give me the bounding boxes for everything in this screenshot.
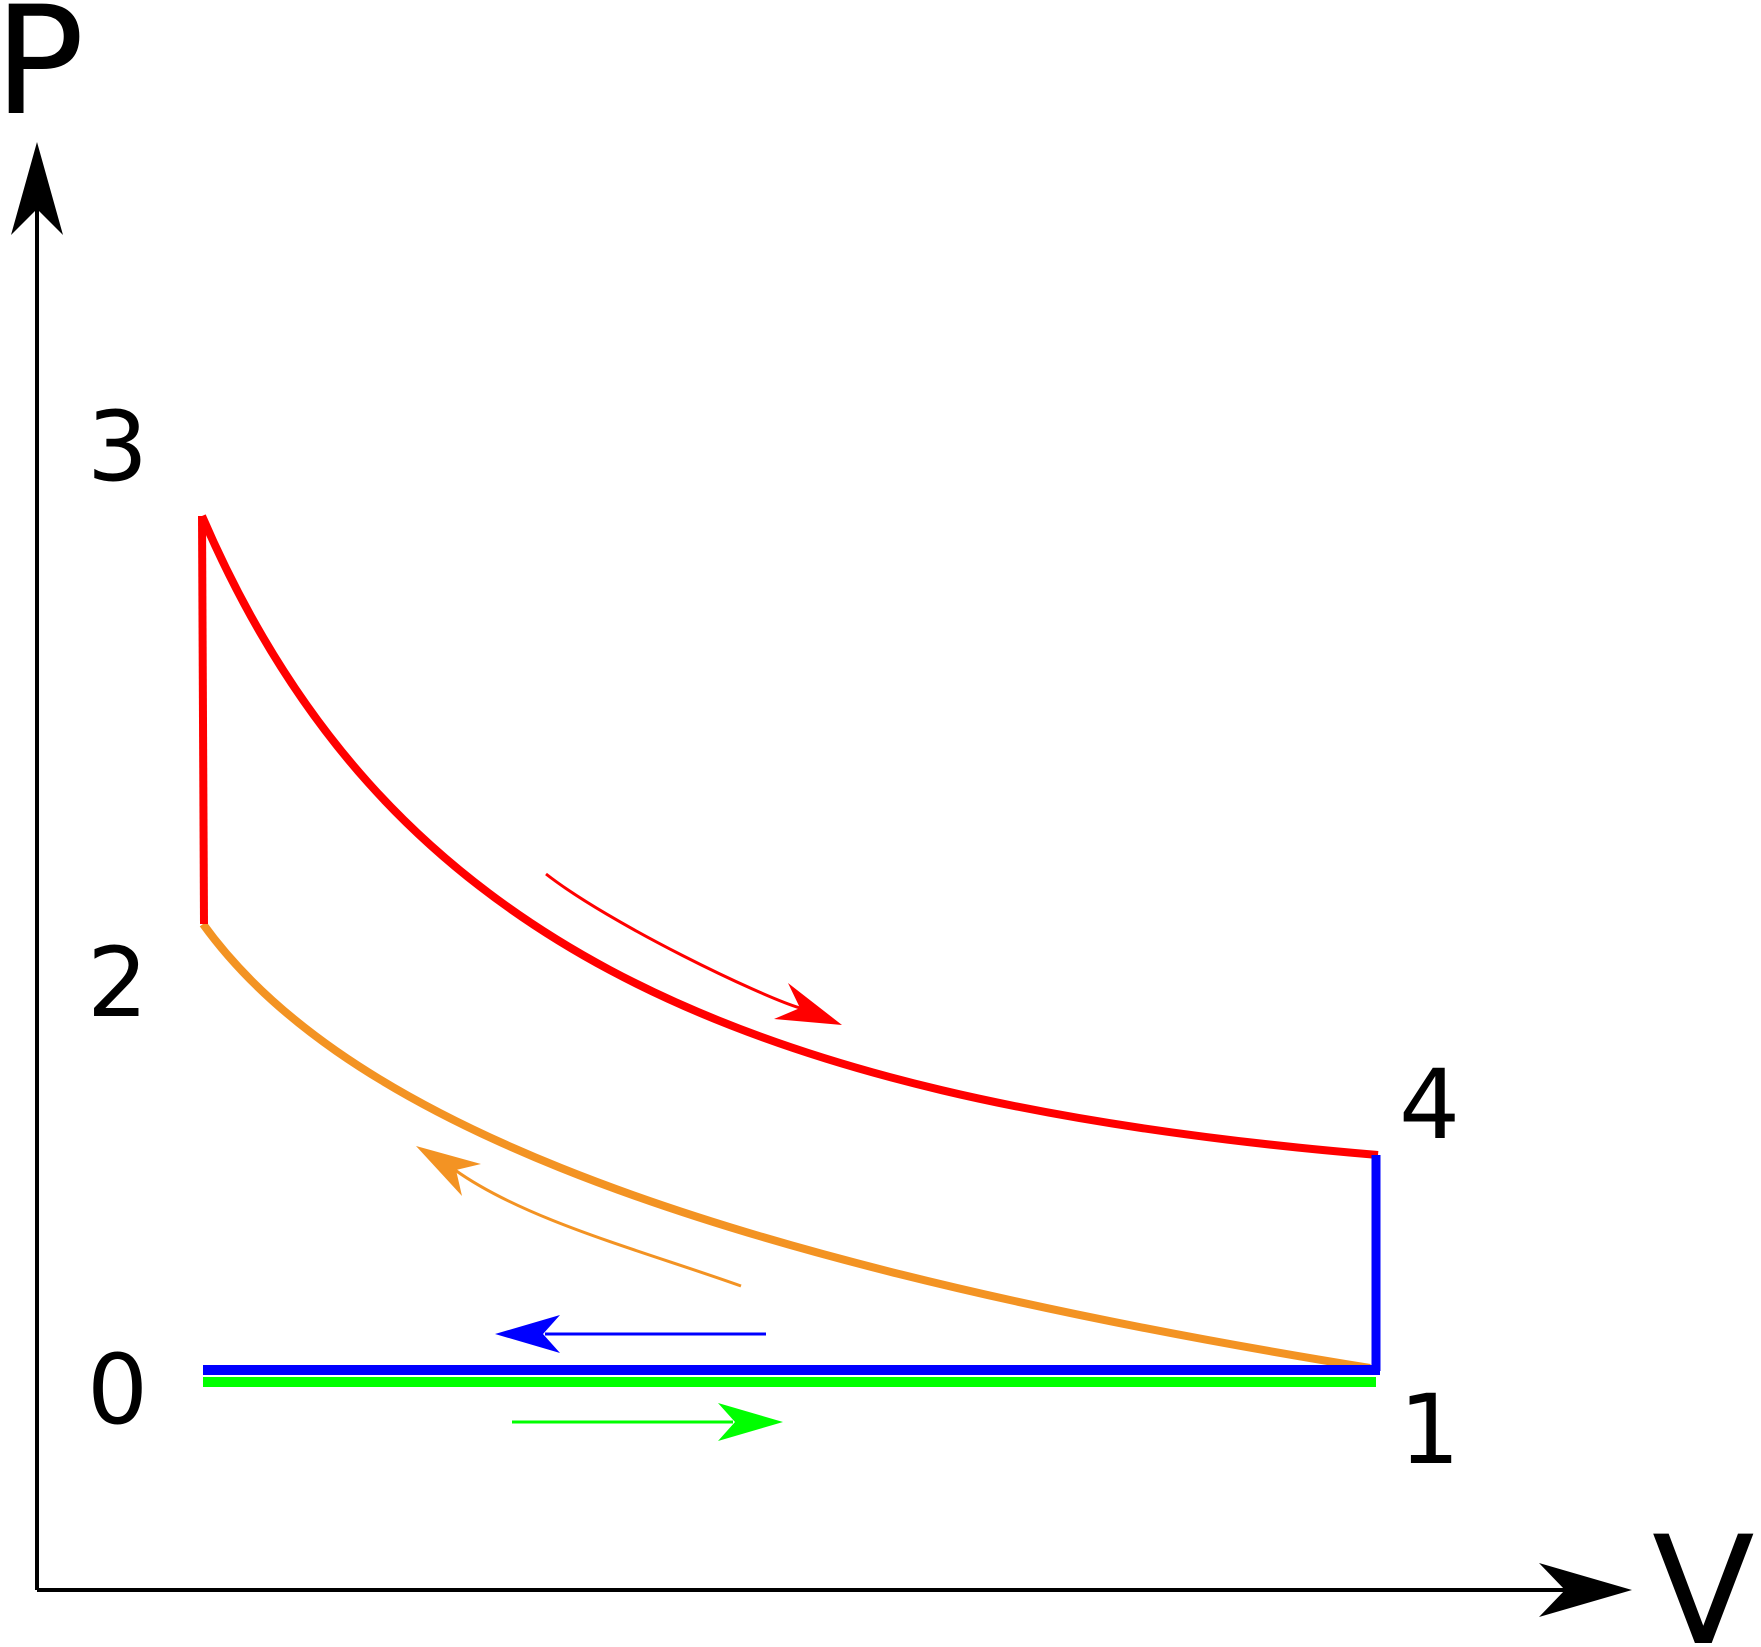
state-label-1: 1 [1399,1374,1460,1486]
y-axis-title: P [0,0,84,149]
state-label-0: 0 [87,1334,148,1446]
expansion-curve [198,514,1379,1159]
state-labels: 3 2 0 4 1 [87,391,1460,1486]
state-label-2: 2 [87,927,148,1039]
state-label-3: 3 [87,391,148,503]
x-axis-title: V [1652,1505,1755,1647]
combustion-line [198,515,208,925]
direction-arrows [416,872,842,1441]
expansion-arrowhead [774,983,842,1025]
compression-direction-arrow [454,1168,742,1288]
exhaust-arrowhead [495,1315,560,1353]
compression-curve [199,921,1371,1372]
intake-arrowhead [718,1403,783,1441]
expansion-direction-arrow [545,872,801,1010]
x-axis-arrowhead [1539,1563,1632,1617]
process-curves [198,514,1381,1387]
compression-arrowhead [416,1146,481,1196]
y-axis-arrowhead [11,142,63,235]
state-label-4: 4 [1399,1049,1460,1161]
